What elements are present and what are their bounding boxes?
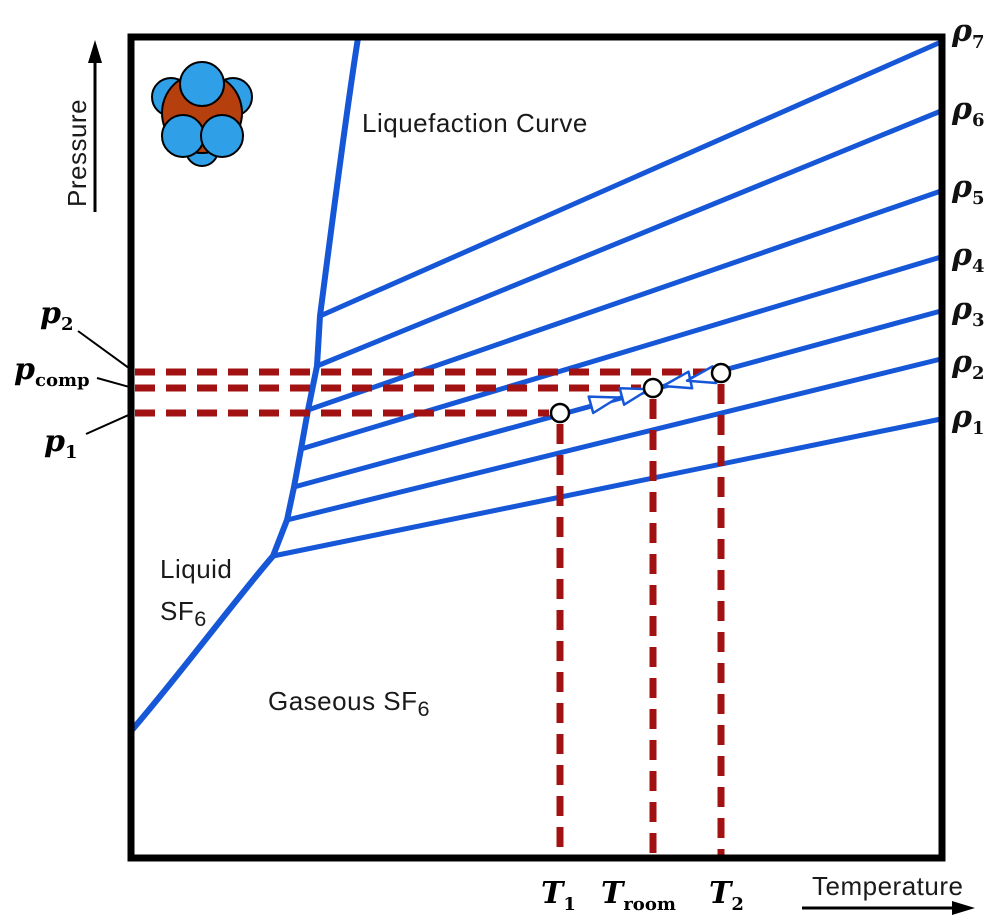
- arrowhead-right-2: [618, 387, 651, 406]
- fluorine-atom: [200, 114, 244, 158]
- pressure-mark-pcomp: pcomp: [14, 352, 90, 391]
- density-mark-rho6: ρ6: [952, 92, 985, 131]
- pressure-arrowhead-icon: [88, 40, 102, 63]
- density-mark-rho1: ρ1: [952, 400, 985, 439]
- isochore-line-rho2: [284, 356, 944, 523]
- liquid-region-line2: SF6: [160, 596, 207, 632]
- arrowhead-right-1: [587, 395, 620, 415]
- density-mark-rho2: ρ2: [952, 345, 985, 384]
- temperature-arrowhead-icon: [952, 901, 975, 915]
- dashed-guides: [135, 368, 725, 855]
- density-mark-rho7: ρ7: [952, 14, 985, 53]
- pressure-axis-arrow: [88, 40, 102, 212]
- gaseous-region-label: Gaseous SF6: [268, 686, 431, 722]
- state-points: [549, 362, 732, 424]
- state-point-t1-p1: [549, 402, 571, 424]
- pressure-mark-p2: p2: [40, 296, 74, 335]
- liquid-region-line1: Liquid: [160, 554, 233, 584]
- p1-pointer-line: [85, 412, 134, 435]
- isochore-line-rho7: [317, 39, 944, 319]
- pressure-mark-p1: p1: [44, 424, 78, 463]
- plot-border: [127, 33, 946, 862]
- pressure-axis-label: Pressure: [62, 98, 92, 207]
- isochore-line-rho1: [270, 416, 944, 559]
- temperature-axis-arrow: [802, 901, 975, 915]
- sf6-molecule-icon: [151, 61, 253, 167]
- temperature-mark-t1: T1: [541, 876, 576, 915]
- isochore-line-rho4: [298, 254, 944, 452]
- state-point-t2-p2: [710, 362, 732, 384]
- isochore-line-rho6: [314, 108, 944, 369]
- temperature-axis-label: Temperature: [812, 871, 964, 901]
- process-arrows: [587, 365, 718, 415]
- p2-pointer-line: [77, 330, 134, 372]
- density-mark-rho4: ρ4: [952, 238, 985, 277]
- fluorine-atom: [179, 61, 225, 107]
- temperature-mark-t2: T2: [709, 876, 744, 915]
- isochore-line-rho5: [305, 188, 944, 413]
- density-mark-rho3: ρ3: [952, 292, 985, 331]
- density-mark-rho5: ρ5: [952, 170, 985, 209]
- fluorine-atom: [161, 114, 205, 158]
- pressure-pointer-lines: [77, 330, 134, 435]
- liquid-region-label: Liquid SF6: [160, 548, 232, 640]
- state-point-troom-pcomp: [642, 377, 664, 399]
- liquefaction-curve-label: Liquefaction Curve: [362, 108, 588, 138]
- pcomp-pointer-line: [96, 377, 134, 389]
- temperature-mark-troom: Troom: [601, 876, 676, 915]
